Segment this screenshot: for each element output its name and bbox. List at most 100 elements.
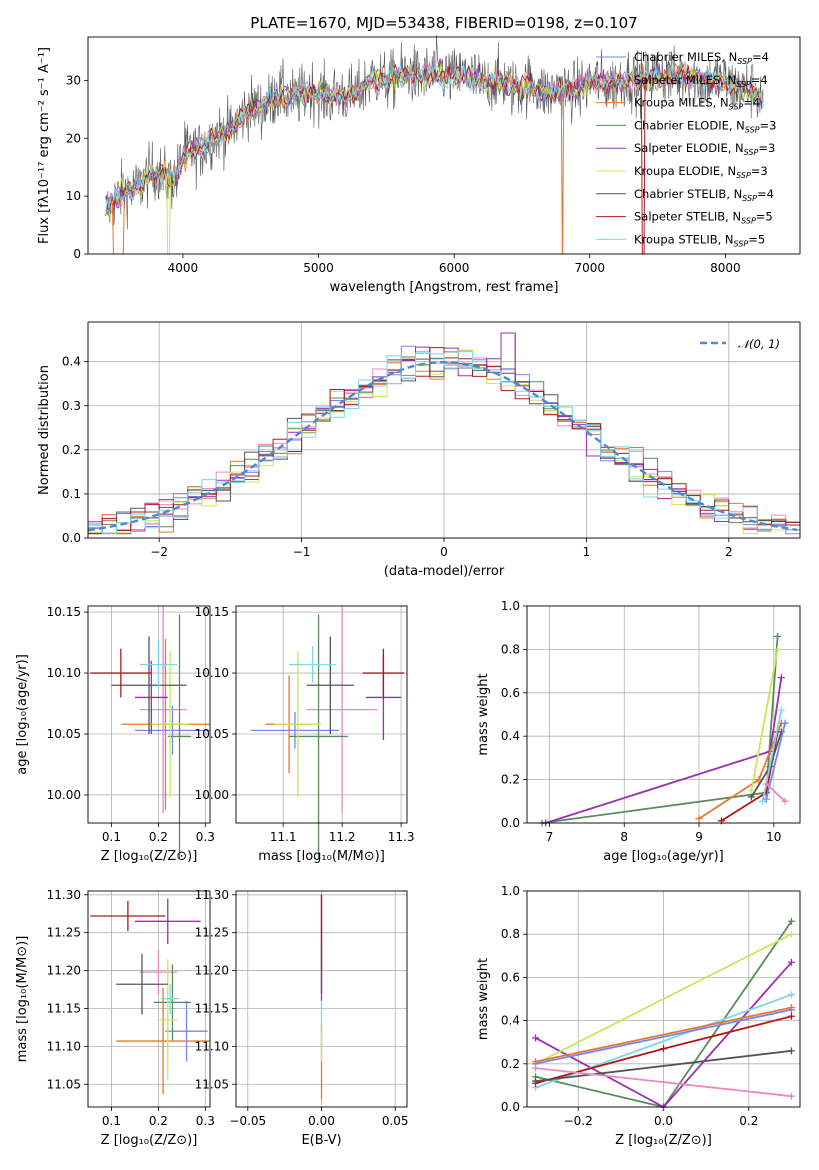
weight-line <box>535 1008 792 1065</box>
weight-line <box>765 783 786 802</box>
legend-count: =4 <box>751 73 768 87</box>
residuals-ylabel: Normed distribution <box>37 365 52 495</box>
weight-marker <box>660 1045 667 1053</box>
mass_vs_Z-axes: 0.1 0.2 0.3 11.05 11.10 11.15 11.20 11.25 11.30 <box>47 888 215 1128</box>
x-tick-label: 0 <box>440 545 448 559</box>
y-tick-label: 0.6 <box>501 686 520 700</box>
legend-subscript: SSP <box>742 194 757 203</box>
weight-marker <box>787 930 795 938</box>
weight-line <box>750 649 779 791</box>
weight_vs_Z-frame <box>526 890 801 1108</box>
weight-marker <box>777 706 785 714</box>
y-tick-label: 11.30 <box>47 888 81 902</box>
y-tick-label: 0.2 <box>62 443 81 457</box>
y-tick-label: 10.15 <box>195 605 229 619</box>
y-tick-label: 0.4 <box>501 729 520 743</box>
x-tick-label: 10 <box>766 830 781 844</box>
legend-label: Salpeter MILES, NSSP=4 <box>634 73 768 89</box>
residuals-xlabel: (data-model)/error <box>384 564 505 579</box>
legend-subscript: SSP <box>734 239 749 248</box>
weight-marker <box>787 1092 795 1100</box>
y-tick-label: 10.10 <box>195 666 229 680</box>
legend-label: Kroupa ELODIE, NSSP=3 <box>634 164 768 180</box>
mass_vs_Z-ylabel: mass [log₁₀(M/M⊙)] <box>15 936 30 1063</box>
legend-subscript: SSP <box>736 171 751 180</box>
y-tick-label: 0.3 <box>62 399 81 413</box>
residual-histogram <box>88 351 800 535</box>
weight-line <box>541 636 779 824</box>
residuals-axes: −2 −1 0 1 2 0.0 0.1 0.2 0.3 0.4 <box>62 322 800 559</box>
y-tick-label: 10.05 <box>47 727 81 741</box>
x-tick-label: 0.2 <box>149 830 168 844</box>
spectrum-ylabel: Flux [fλ10⁻¹⁷ erg cm⁻² s⁻¹ A⁻¹] <box>37 47 52 244</box>
spectrum-drop <box>560 91 565 255</box>
legend-subscript: SSP <box>745 125 760 134</box>
y-tick-label: 0.8 <box>501 927 520 941</box>
x-tick-label: 0.1 <box>102 830 121 844</box>
y-tick-label: 0.1 <box>62 487 81 501</box>
legend-label: Kroupa STELIB, NSSP=5 <box>634 232 765 248</box>
spectrum-line <box>105 61 764 215</box>
legend-count: =3 <box>758 141 775 155</box>
weight-line <box>545 677 783 824</box>
y-tick-label: 1.0 <box>501 599 520 613</box>
legend-label: Salpeter STELIB, NSSP=5 <box>634 210 773 226</box>
x-tick-label: −0.2 <box>564 1114 593 1128</box>
spectrum-xlabel: wavelength [Angstrom, rest frame] <box>330 280 559 295</box>
y-tick-label: 11.05 <box>195 1077 229 1091</box>
x-tick-label: 4000 <box>168 261 199 275</box>
weight-line <box>535 1067 792 1098</box>
y-tick-label: 0.0 <box>501 816 520 830</box>
y-tick-label: 0.2 <box>501 773 520 787</box>
weight_vs_Z-ylabel: mass weight <box>476 958 491 1040</box>
x-tick-label: −1 <box>293 545 311 559</box>
weight_vs_Z-axes: −0.2 0.0 0.2 0.0 0.2 0.4 0.6 0.8 1.0 <box>501 884 800 1128</box>
weight-marker <box>532 1034 540 1042</box>
weight-marker <box>759 797 767 805</box>
spectrum-axes: 4000 5000 6000 7000 8000 0 10 20 30 <box>66 34 764 275</box>
age_vs_mass-frame <box>235 605 408 824</box>
spectrum-drop <box>166 176 171 255</box>
y-tick-label: 0.4 <box>62 355 81 369</box>
spectrum-line <box>105 64 764 217</box>
weight-marker <box>747 793 755 801</box>
weight-marker <box>781 719 789 727</box>
legend-subscript: SSP <box>736 80 751 89</box>
y-tick-label: 0.8 <box>501 642 520 656</box>
weight-marker <box>532 1064 540 1072</box>
weight-marker <box>787 958 795 966</box>
weight-marker <box>787 1047 795 1055</box>
weight-marker <box>532 1077 540 1085</box>
spectrum-frame <box>87 36 801 255</box>
y-tick-label: 10 <box>66 189 81 203</box>
x-tick-label: 6000 <box>439 261 470 275</box>
weight-line <box>535 933 792 1065</box>
legend-subscript: SSP <box>741 217 756 226</box>
legend-label: Salpeter ELODIE, NSSP=3 <box>634 141 775 157</box>
legend-subscript: SSP <box>744 148 759 157</box>
x-tick-label: 0.0 <box>654 1114 673 1128</box>
normal-curve <box>87 360 798 532</box>
weight-marker <box>787 1012 795 1020</box>
weight_vs_age-ylabel: mass weight <box>476 673 491 755</box>
legend-subscript: SSP <box>729 103 744 112</box>
y-tick-label: 0.4 <box>501 1014 520 1028</box>
y-tick-label: 11.30 <box>195 888 229 902</box>
x-tick-label: 0.1 <box>102 1114 121 1128</box>
x-tick-label: 11.2 <box>329 830 356 844</box>
y-tick-label: 1.0 <box>501 884 520 898</box>
weight_vs_Z-xlabel: Z [log₁₀(Z/Z⊙)] <box>615 1133 712 1148</box>
y-tick-label: 0.0 <box>62 531 81 545</box>
legend-subscript: SSP <box>737 57 752 66</box>
normal-legend-label: 𝒩(0, 1) <box>738 337 780 351</box>
age_vs_Z-axes: 0.1 0.2 0.3 10.00 10.05 10.10 10.15 <box>47 605 215 859</box>
age_vs_Z-frame <box>87 605 211 824</box>
y-tick-label: 0.0 <box>501 1100 520 1114</box>
y-tick-label: 10.00 <box>195 788 229 802</box>
y-tick-label: 11.20 <box>47 964 81 978</box>
weight-marker <box>747 786 755 794</box>
legend-count: =4 <box>743 96 760 110</box>
x-tick-label: −2 <box>150 545 168 559</box>
age_vs_Z-ylabel: age [log₁₀(age/yr)] <box>15 654 30 775</box>
weight-marker <box>762 795 770 803</box>
